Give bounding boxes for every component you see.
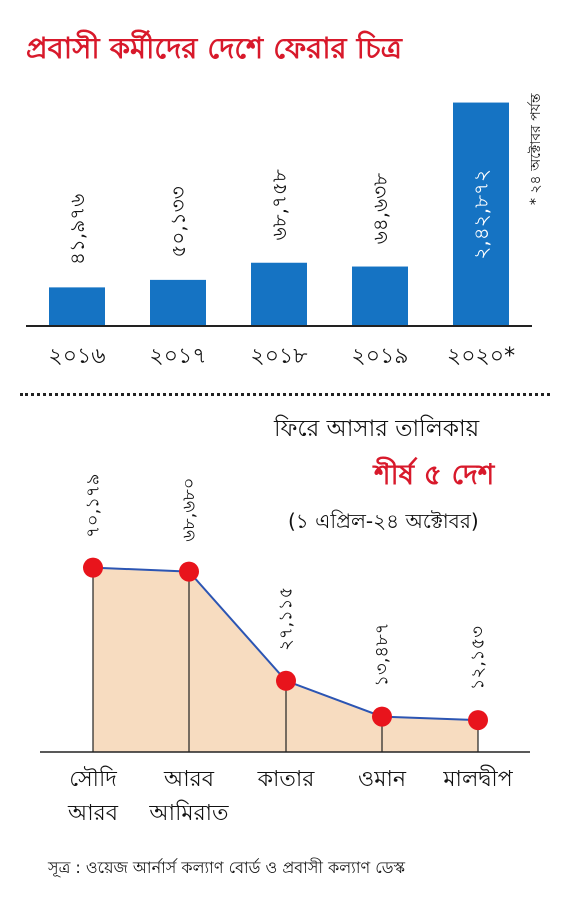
data-point-marker (83, 557, 103, 578)
data-point-marker (179, 561, 199, 582)
source-note: সূত্র : ওয়েজ আর্নার্স কল্যাণ বোর্ড ও প্… (48, 858, 406, 877)
bar-value-label: ৫০,১৩৩ (166, 186, 190, 257)
line-chart-heading: ফিরে আসার তালিকায় (274, 416, 480, 442)
x-tick-label: আরব (67, 801, 119, 826)
point-value-label: ১৩,৪৮৭ (372, 622, 393, 686)
dotted-divider (20, 393, 550, 396)
line-chart-period: (১ এপ্রিল-২৪ অক্টোবর) (288, 509, 479, 533)
bar (453, 102, 509, 326)
line-chart-heading-accent: শীর্ষ ৫ দেশ (374, 458, 495, 491)
bar-value-label: ৬৪,৬৩৮ (368, 173, 392, 244)
bar (251, 262, 307, 326)
bar-value-label: ২,৪২,৮৭২ (469, 169, 493, 260)
point-value-label: ১২,১৫৩ (468, 626, 489, 690)
x-tick-label: আরব (163, 767, 215, 792)
data-point-marker (468, 710, 488, 731)
x-tick-label: সৌদি (69, 766, 117, 792)
x-tick-label: ওমান (358, 767, 407, 792)
data-point-marker (372, 706, 392, 727)
x-tick-label: মালদ্বীপ (442, 765, 513, 792)
point-value-label: ৬৮,৬৮০ (179, 477, 200, 541)
bar (150, 279, 206, 326)
bar (49, 287, 105, 326)
bar-chart: ৪১,৯৭৬ ২০১৬ ৫০,১৩৩ ২০১৭ ৬৮,৭৫৮ ২০১৮ ৬৪,৬৩৮ ২০১৯… (26, 102, 532, 369)
bar-value-label: ৪১,৯৭৬ (65, 194, 89, 265)
bar-value-label: ৬৮,৭৫৮ (267, 169, 291, 240)
point-value-label: ৭০,১৭৯ (83, 474, 104, 538)
bar (352, 266, 408, 326)
x-tick-label: ২০২০* (447, 344, 515, 369)
point-value-label: ২৭,১১৫ (276, 587, 297, 651)
chart-title: প্রবাসী কর্মীদের দেশে ফেরার চিত্র (26, 31, 402, 65)
x-tick-label: কাতার (257, 767, 316, 792)
x-tick-label: ২০১৬ (48, 344, 105, 369)
x-tick-label: ২০১৮ (250, 344, 307, 369)
x-tick-label: ২০১৯ (351, 344, 408, 369)
x-tick-label: আমিরাত (148, 800, 229, 826)
data-point-marker (276, 670, 296, 691)
x-tick-label: ২০১৭ (149, 344, 206, 369)
